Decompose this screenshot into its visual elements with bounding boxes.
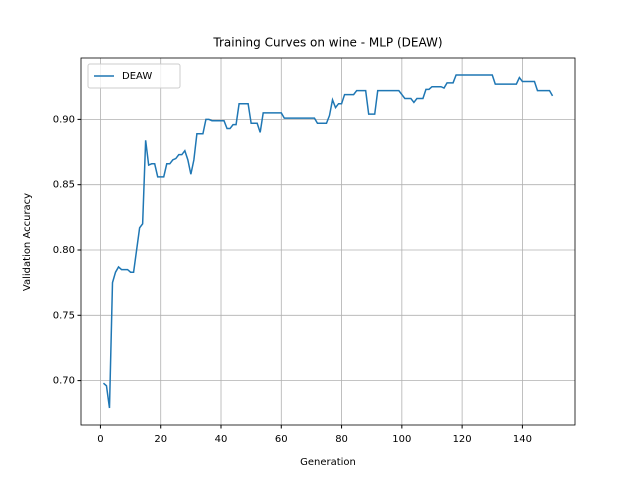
chart-title: Training Curves on wine - MLP (DEAW)	[212, 36, 442, 50]
data-line	[102, 74, 554, 409]
y-tick-label: 0.90	[53, 114, 75, 125]
x-tick-label: 100	[392, 434, 411, 445]
x-tick-label: 40	[215, 434, 228, 445]
x-tick-label: 140	[513, 434, 532, 445]
y-tick-label: 0.80	[53, 245, 75, 256]
y-tick-label: 0.70	[53, 376, 75, 387]
legend-label: DEAW	[122, 71, 152, 82]
y-tick-label: 0.85	[53, 180, 75, 191]
x-tick-label: 120	[453, 434, 472, 445]
x-tick-label: 0	[97, 434, 103, 445]
legend-box	[87, 63, 181, 89]
x-tick-label: 60	[275, 434, 288, 445]
x-tick-label: 20	[154, 434, 167, 445]
x-axis-label: Generation	[300, 457, 356, 468]
y-axis-label: Validation Accuracy	[22, 193, 33, 291]
x-tick-label: 80	[335, 434, 348, 445]
plot-frame	[80, 57, 576, 426]
y-tick-label: 0.75	[53, 310, 75, 321]
